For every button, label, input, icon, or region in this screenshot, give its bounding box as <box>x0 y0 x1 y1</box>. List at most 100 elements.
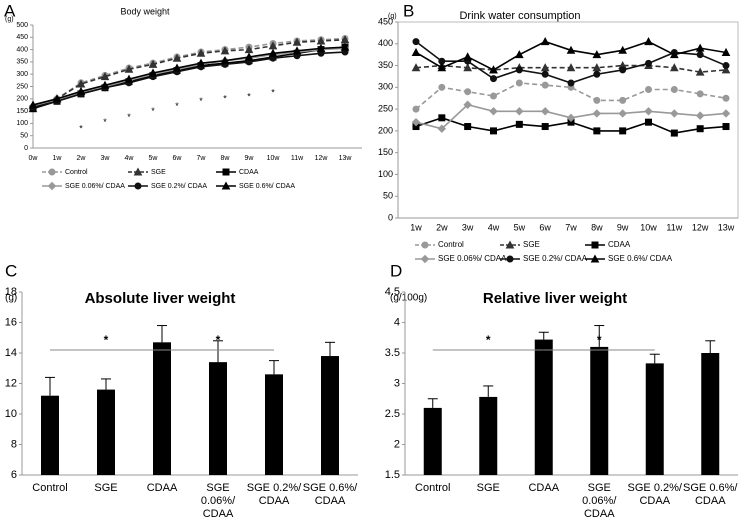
y-tick-label: 350 <box>378 60 393 70</box>
y-tick-label: 200 <box>16 96 28 103</box>
data-point <box>541 123 549 131</box>
data-point <box>540 37 550 46</box>
significance-mark: * <box>199 96 203 106</box>
data-point <box>268 48 278 57</box>
data-point <box>100 72 110 81</box>
bar <box>534 339 553 475</box>
x-tick-label: 6w <box>173 155 183 162</box>
data-point <box>412 38 420 46</box>
y-tick-label: 450 <box>378 16 393 26</box>
chart-title: Drink water consumption <box>459 10 580 22</box>
data-point <box>721 65 731 74</box>
data-point <box>696 125 704 133</box>
significance-mark: * <box>271 88 275 98</box>
x-tick-label: Control <box>32 482 68 494</box>
significance-mark: * <box>247 91 251 101</box>
data-point <box>124 64 134 73</box>
data-point <box>566 45 576 54</box>
data-point <box>196 58 206 67</box>
data-point <box>411 63 421 72</box>
x-tick-label: SGE <box>94 482 118 494</box>
bar <box>590 346 609 475</box>
x-tick-label: 2w <box>436 222 448 232</box>
legend-marker <box>591 241 599 249</box>
x-tick-label: SGE 0.6%/ CDAA <box>302 482 358 507</box>
data-point <box>340 42 350 51</box>
x-tick-label: 9w <box>245 155 255 162</box>
x-tick-label: 5w <box>149 155 159 162</box>
series-line <box>32 37 346 109</box>
data-point <box>670 109 679 118</box>
y-tick-label: 0 <box>24 145 28 152</box>
data-point <box>592 50 602 59</box>
y-axis-label: (g) <box>388 13 397 20</box>
data-point <box>592 63 602 72</box>
x-tick-label: 7w <box>197 155 207 162</box>
data-point <box>514 50 524 59</box>
data-point <box>463 63 473 72</box>
y-axis-label: (g) <box>5 293 17 304</box>
legend-marker <box>133 167 143 176</box>
data-point <box>196 48 206 57</box>
data-point <box>515 79 523 87</box>
y-tick-label: 300 <box>16 71 28 78</box>
legend-label: SGE 0.6%/ CDAA <box>608 254 673 263</box>
x-tick-label: SGE 0.06%/ CDAA <box>582 482 617 520</box>
x-tick-label: SGE 0.06%/ CDAA <box>200 482 236 520</box>
data-point <box>721 109 731 118</box>
x-tick-label: SGE 0.6%/ CDAA <box>683 482 738 507</box>
data-point <box>316 43 326 52</box>
legend-label: SGE 0.2%/ CDAA <box>151 183 207 190</box>
bar <box>41 395 59 475</box>
data-point <box>438 83 446 91</box>
x-tick-label: 1w <box>410 222 422 232</box>
bar <box>423 407 442 475</box>
x-tick-label: 12w <box>315 155 329 162</box>
y-tick-label: 500 <box>16 22 28 29</box>
y-tick-label: 3.5 <box>385 347 400 359</box>
significance-mark: * <box>104 333 109 347</box>
data-point <box>148 59 158 68</box>
significance-mark: * <box>175 101 179 111</box>
data-point <box>721 47 731 56</box>
legend-label: SGE 0.06%/ CDAA <box>438 254 507 263</box>
data-point <box>100 80 110 89</box>
data-point <box>220 56 230 65</box>
x-tick-label: 10w <box>267 155 281 162</box>
x-tick-label: 3w <box>101 155 111 162</box>
data-point <box>541 70 549 78</box>
x-tick-label: 13w <box>339 155 353 162</box>
chart-title: Relative liver weight <box>483 290 627 307</box>
data-point <box>566 63 576 72</box>
y-tick-label: 12 <box>5 377 17 389</box>
data-point <box>437 63 447 72</box>
y-tick-label: 100 <box>378 169 393 179</box>
x-tick-label: 8w <box>221 155 231 162</box>
bar <box>701 353 720 475</box>
data-point <box>28 100 38 109</box>
data-point <box>411 47 421 56</box>
y-tick-label: 350 <box>16 59 28 66</box>
legend-marker <box>47 181 57 191</box>
data-point <box>540 107 550 116</box>
y-axis-label: (g/100g) <box>390 293 427 304</box>
x-tick-label: 4w <box>125 155 135 162</box>
data-point <box>464 123 472 131</box>
data-point <box>696 51 704 59</box>
y-tick-label: 450 <box>16 34 28 41</box>
x-tick-label: 10w <box>640 222 657 232</box>
y-tick-label: 4 <box>394 316 400 328</box>
data-point <box>412 105 420 113</box>
legend-label: Control <box>65 169 88 176</box>
x-tick-label: 7w <box>565 222 577 232</box>
data-point <box>292 46 302 55</box>
data-point <box>52 94 62 103</box>
x-tick-label: 9w <box>617 222 629 232</box>
data-point <box>172 53 182 62</box>
significance-mark: * <box>151 106 155 116</box>
y-axis-label: (g) <box>5 16 14 23</box>
x-tick-label: 13w <box>718 222 735 232</box>
y-tick-label: 2 <box>394 438 400 450</box>
significance-mark: * <box>127 112 131 122</box>
data-point <box>566 113 576 123</box>
